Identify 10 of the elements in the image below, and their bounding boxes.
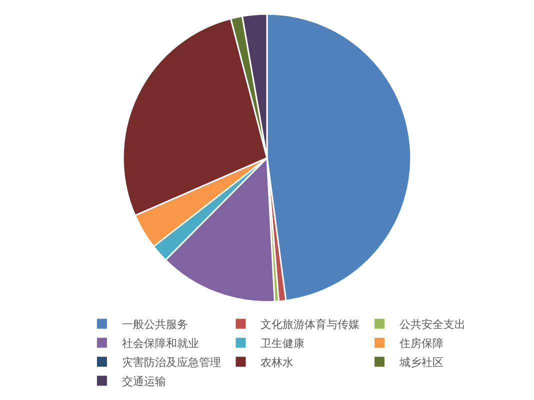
legend-label: 卫生健康 bbox=[260, 336, 305, 350]
legend-label: 社会保障和就业 bbox=[122, 336, 199, 350]
legend-label: 公共安全支出 bbox=[400, 318, 466, 331]
legend-label: 一般公共服务 bbox=[122, 318, 188, 331]
legend-label: 灾害防治及应急管理 bbox=[122, 356, 221, 369]
legend-label: 住房保障 bbox=[400, 336, 444, 350]
legend-label: 农林水 bbox=[260, 356, 294, 369]
legend-label: 城乡社区 bbox=[398, 356, 444, 369]
legend-label: 交通运输 bbox=[122, 374, 166, 388]
legend-label: 文化旅游体育与传媒 bbox=[260, 318, 360, 331]
